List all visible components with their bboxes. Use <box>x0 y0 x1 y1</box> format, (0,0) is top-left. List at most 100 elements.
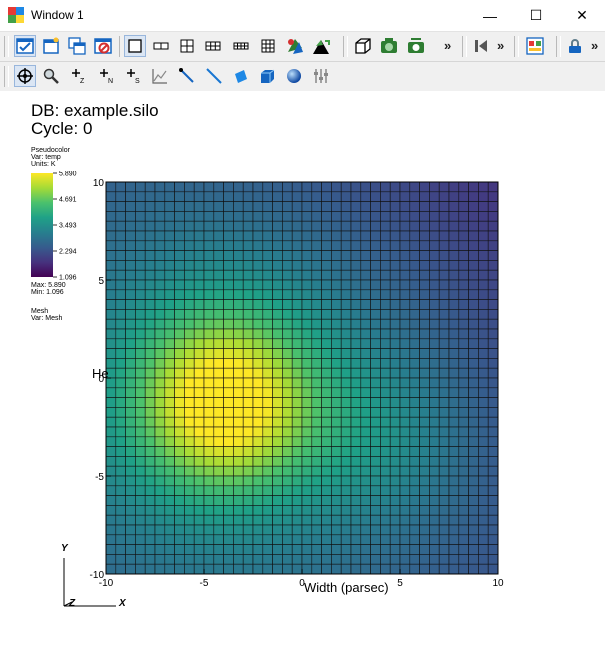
mesh-cell <box>380 318 391 330</box>
perspective-button[interactable] <box>352 35 374 57</box>
minimize-button[interactable]: — <box>483 7 497 24</box>
mesh-cell <box>448 191 460 202</box>
toolbar-overflow-button[interactable]: » <box>497 38 505 53</box>
clone-window-button[interactable] <box>66 35 88 57</box>
toolbar-overflow-button[interactable]: » <box>444 38 452 53</box>
mesh-cell <box>419 269 430 281</box>
mesh-cell <box>272 309 283 320</box>
point-tool-button[interactable] <box>310 65 332 87</box>
mesh-cell <box>174 348 185 359</box>
mesh-cell <box>115 279 126 291</box>
recenter-view-button[interactable] <box>405 35 427 57</box>
mesh-cell <box>144 387 156 398</box>
mesh-cell <box>144 260 156 271</box>
layout-1x1-button[interactable] <box>124 35 146 57</box>
toolbar-grip[interactable] <box>556 36 561 57</box>
delete-window-button[interactable] <box>92 35 114 57</box>
mesh-cell <box>380 220 391 232</box>
line-tool-button[interactable] <box>203 65 225 87</box>
mesh-cell <box>311 436 322 447</box>
mesh-cell <box>282 191 293 202</box>
toolbar-grip[interactable] <box>4 36 9 57</box>
mesh-cell <box>233 407 244 418</box>
layout-1x2-button[interactable] <box>150 35 172 57</box>
mesh-cell <box>223 456 234 467</box>
mesh-cell <box>419 407 430 418</box>
animation-step-back-button[interactable] <box>470 35 492 57</box>
toolbar-grip[interactable] <box>514 36 519 57</box>
mesh-cell <box>144 299 156 310</box>
mesh-cell <box>380 397 391 408</box>
layout-2x2-button[interactable] <box>176 35 198 57</box>
layout-2x3-button[interactable] <box>202 35 224 57</box>
mesh-cell <box>213 318 224 330</box>
mesh-cell <box>174 269 185 281</box>
zone-pick-button[interactable]: Z <box>68 65 90 87</box>
mesh-cell <box>311 230 322 242</box>
mesh-cell <box>468 358 479 369</box>
camera-recenter-icon <box>408 38 424 53</box>
mesh-cell <box>213 358 224 369</box>
mesh-cell <box>458 250 469 261</box>
mesh-cell <box>115 377 126 389</box>
box-tool-button[interactable] <box>256 65 278 87</box>
mesh-cell <box>487 358 499 369</box>
toggle-active-button[interactable] <box>14 35 36 57</box>
toolbar-grip[interactable] <box>343 36 348 57</box>
mesh-cell <box>468 554 479 565</box>
mesh-cell <box>252 181 264 193</box>
mesh-cell <box>223 309 234 320</box>
lineout-button[interactable] <box>176 65 198 87</box>
vis-viewport[interactable]: DB: example.silo Cycle: 0 Pseudocolor Va… <box>0 91 605 665</box>
reset-view-button[interactable] <box>378 35 400 57</box>
mesh-cell <box>125 446 136 457</box>
mesh-cell <box>105 475 117 487</box>
new-window-button[interactable] <box>40 35 62 57</box>
toolbar-grip[interactable] <box>462 36 467 57</box>
mesh-cell <box>252 426 264 438</box>
mesh-cell <box>105 318 117 330</box>
layout-3x3-button[interactable] <box>257 35 279 57</box>
mesh-cell <box>144 426 156 438</box>
lock-view-button[interactable] <box>564 35 586 57</box>
mesh-cell <box>252 407 264 418</box>
mesh-cell <box>223 358 234 369</box>
plot-list-button[interactable] <box>524 35 546 57</box>
mesh-cell <box>399 240 411 251</box>
mesh-cell <box>135 220 146 232</box>
mesh-cell <box>272 191 283 202</box>
toolbar-overflow-button[interactable]: » <box>591 38 599 53</box>
mesh-cell <box>340 534 352 545</box>
spreadsheet-pick-button[interactable]: S <box>123 65 145 87</box>
node-pick-button[interactable]: N <box>96 65 118 87</box>
mesh-cell <box>233 289 244 300</box>
mesh-cell <box>409 544 420 555</box>
checked-window-icon <box>16 38 34 54</box>
zoom-mode-button[interactable] <box>40 65 62 87</box>
mesh-cell <box>213 436 224 447</box>
curve-pick-button[interactable] <box>149 65 171 87</box>
mesh-cell <box>458 387 469 398</box>
plane-tool-button[interactable] <box>230 65 252 87</box>
mesh-cell <box>360 299 371 310</box>
mesh-cell <box>213 407 224 418</box>
mesh-cell <box>419 367 430 379</box>
mesh-cell <box>478 309 489 320</box>
mesh-cell <box>389 211 401 222</box>
invert-background-button[interactable] <box>284 35 306 57</box>
navigate-mode-button[interactable] <box>14 65 36 87</box>
mesh-cell <box>370 407 381 418</box>
spin-mode-button[interactable] <box>310 35 332 57</box>
mesh-cell <box>105 407 117 418</box>
layout-2x4-button[interactable] <box>230 35 252 57</box>
close-button[interactable]: ✕ <box>576 7 588 23</box>
mesh-cell <box>350 377 362 389</box>
mesh-cell <box>233 534 244 545</box>
mesh-cell <box>144 495 156 506</box>
maximize-button[interactable]: ☐ <box>529 7 543 23</box>
sphere-tool-button[interactable] <box>283 65 305 87</box>
mesh-cell <box>262 446 273 457</box>
toolbar-grip[interactable] <box>4 66 9 87</box>
mesh-cell <box>321 181 332 193</box>
